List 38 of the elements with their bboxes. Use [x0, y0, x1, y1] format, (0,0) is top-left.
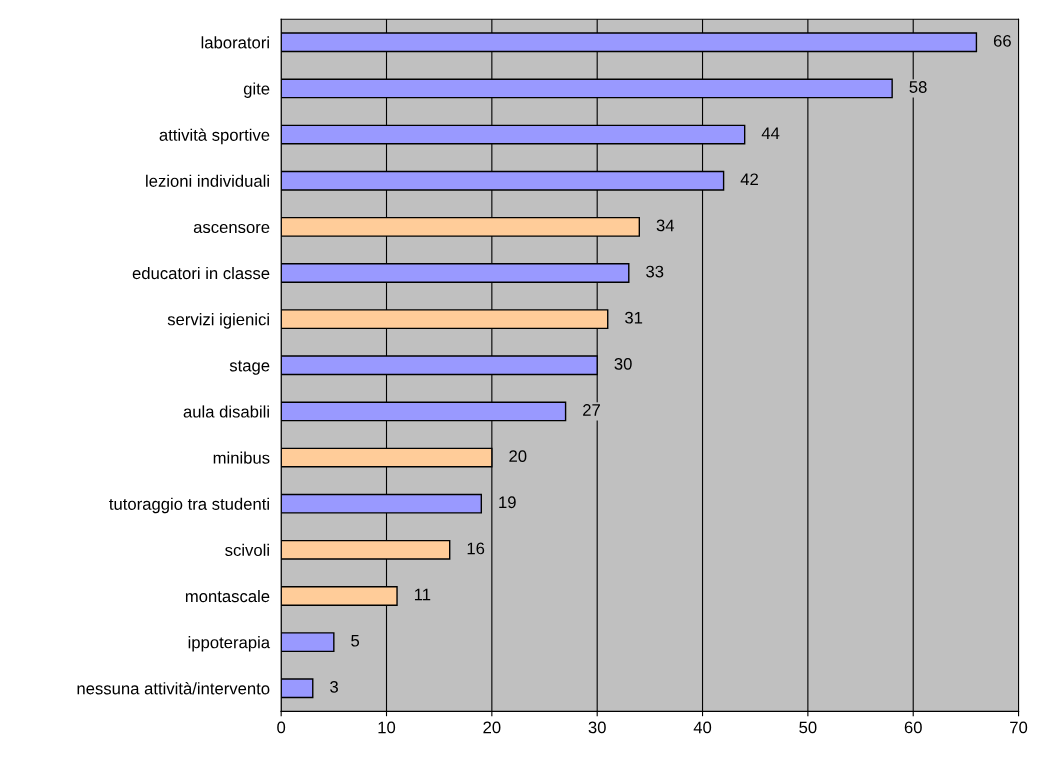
x-tick-label: 30 — [588, 721, 606, 734]
y-tick-label: ascensore — [193, 223, 270, 234]
data-label: 20 — [509, 450, 527, 463]
y-tick-label: attività sportive — [159, 128, 270, 145]
y-tick-label: nessuna attività/intervento — [77, 682, 270, 695]
data-label: 19 — [499, 496, 516, 509]
data-label: 44 — [761, 127, 780, 139]
data-label: 42 — [740, 173, 758, 186]
y-tick-label: lezioni individuali — [146, 174, 269, 187]
x-tick-label: 50 — [799, 721, 817, 734]
data-label: 16 — [467, 542, 485, 555]
y-tick-label: educatori in classe — [132, 266, 270, 280]
data-label: 66 — [993, 34, 1011, 47]
data-label: 11 — [414, 588, 431, 601]
y-tick-label: montascale — [185, 589, 270, 603]
data-label: 30 — [614, 357, 632, 370]
data-label: 27 — [583, 404, 600, 416]
data-label: 58 — [909, 81, 927, 93]
x-tick-label: 10 — [378, 721, 396, 734]
y-tick-label: laboratori — [201, 36, 269, 49]
y-tick-label: aula disabili — [183, 405, 269, 418]
x-tick-label: 70 — [1010, 721, 1028, 734]
x-tick-label: 0 — [277, 721, 286, 734]
data-label: 5 — [351, 634, 360, 647]
data-label: 31 — [625, 311, 643, 324]
y-tick-label: stage — [229, 360, 270, 375]
data-label: 3 — [330, 680, 338, 693]
y-tick-label: servizi igienici — [167, 313, 269, 329]
y-tick-label: ippoterapia — [188, 636, 271, 652]
x-tick-label: 20 — [483, 721, 501, 734]
y-tick-label: gite — [243, 82, 270, 98]
y-tick-label: minibus — [213, 451, 270, 464]
y-tick-label: scivoli — [225, 543, 269, 557]
data-label: 33 — [646, 265, 664, 278]
x-tick-label: 40 — [693, 721, 712, 734]
data-label: 34 — [656, 219, 675, 232]
y-tick-label: tutoraggio tra studenti — [109, 497, 269, 514]
x-tick-label: 60 — [904, 721, 922, 734]
